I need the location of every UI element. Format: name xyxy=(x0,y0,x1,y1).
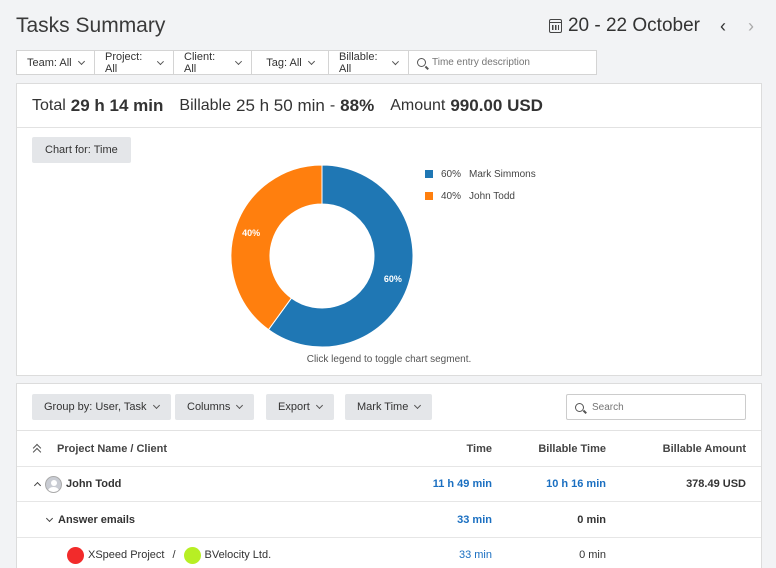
donut-slice-label: 60% xyxy=(384,274,402,284)
chevron-down-icon xyxy=(157,57,165,65)
billable-filter[interactable]: Billable: All xyxy=(329,51,409,75)
task-time[interactable]: 33 min xyxy=(457,513,492,526)
chart-legend: 60% Mark Simmons 40% John Todd xyxy=(425,163,536,207)
user-name: John Todd xyxy=(66,478,122,490)
group-by-button[interactable]: Group by: User, Task xyxy=(32,394,171,420)
project-time[interactable]: 33 min xyxy=(458,549,492,561)
legend-item-mark-simmons[interactable]: 60% Mark Simmons xyxy=(425,163,536,185)
project-client-cell: XSpeed Project / BVelocity Ltd. xyxy=(67,538,271,568)
description-search xyxy=(409,51,596,74)
user-billable-time[interactable]: 10 h 16 min xyxy=(546,478,606,490)
tasks-table-card: Group by: User, Task Columns Export Mark… xyxy=(16,383,762,568)
table-row: John Todd 11 h 49 min 10 h 16 min 378.49… xyxy=(17,467,761,502)
column-header-time[interactable]: Time xyxy=(466,443,492,455)
legend-label: Mark Simmons xyxy=(469,168,536,180)
chart-for-button[interactable]: Chart for: Time xyxy=(32,137,131,163)
user-time[interactable]: 11 h 49 min xyxy=(432,478,492,490)
chevron-up-icon xyxy=(33,481,42,490)
date-range-picker[interactable]: 20 - 22 October xyxy=(548,15,700,37)
donut-slice-label: 40% xyxy=(242,228,260,238)
table-toolbar: Group by: User, Task Columns Export Mark… xyxy=(17,384,761,431)
client-color-dot xyxy=(183,546,201,564)
chevron-down-icon xyxy=(77,57,85,65)
search-icon xyxy=(575,402,584,412)
chevron-down-icon xyxy=(45,514,54,522)
chart-hint: Click legend to toggle chart segment. xyxy=(306,354,472,365)
donut-chart: 60% 40% xyxy=(230,164,414,348)
client-filter[interactable]: Client: All xyxy=(174,51,252,75)
description-search-input[interactable] xyxy=(432,57,592,68)
project-filter[interactable]: Project: All xyxy=(95,51,174,75)
team-filter[interactable]: Team: All xyxy=(17,51,95,74)
date-range-label: 20 - 22 October xyxy=(567,15,700,36)
project-color-dot xyxy=(67,546,84,564)
billable-separator: - xyxy=(329,96,336,114)
column-header-billable-amount[interactable]: Billable Amount xyxy=(662,443,746,455)
project-name: XSpeed Project xyxy=(88,549,165,561)
filter-bar: Team: All Project: All Client: All Tag: … xyxy=(16,50,597,75)
collapse-user-button[interactable] xyxy=(33,467,42,501)
table-search xyxy=(566,394,746,420)
project-client-separator: / xyxy=(172,549,176,561)
calendar-icon xyxy=(548,19,562,33)
chevron-down-icon xyxy=(236,401,244,410)
chevron-down-icon xyxy=(414,401,422,410)
chevron-down-icon xyxy=(152,401,160,410)
billable-percent: 88% xyxy=(340,95,375,115)
legend-percent: 40% xyxy=(441,190,462,202)
collapse-all-button[interactable] xyxy=(33,432,41,466)
avatar xyxy=(45,475,62,493)
donut-slice-john-todd[interactable] xyxy=(230,164,323,331)
billable-value: 25 h 50 min xyxy=(236,95,325,115)
table-search-input[interactable] xyxy=(592,401,732,413)
column-header-billable-time[interactable]: Billable Time xyxy=(538,443,606,455)
billable-label: Billable xyxy=(179,96,231,114)
task-name: Answer emails xyxy=(58,513,136,526)
user-billable-amount: 378.49 USD xyxy=(686,478,746,490)
amount-label: Amount xyxy=(390,96,446,114)
page-header: Tasks Summary 20 - 22 October ‹ › xyxy=(16,14,760,42)
columns-button[interactable]: Columns xyxy=(175,394,255,420)
totals-bar: Total 29 h 14 min Billable 25 h 50 min -… xyxy=(17,84,761,128)
client-name: BVelocity Ltd. xyxy=(204,549,272,561)
project-billable-time: 0 min xyxy=(579,549,606,561)
legend-item-john-todd[interactable]: 40% John Todd xyxy=(425,185,536,207)
previous-period-button[interactable]: ‹ xyxy=(720,16,726,36)
total-label: Total xyxy=(32,96,66,114)
page-title: Tasks Summary xyxy=(16,14,166,37)
tag-filter[interactable]: Tag: All xyxy=(252,51,329,74)
chevron-down-icon xyxy=(307,57,315,65)
task-billable-time: 0 min xyxy=(577,513,606,526)
double-chevron-up-icon xyxy=(33,444,41,454)
next-period-button[interactable]: › xyxy=(748,16,754,36)
table-row: Answer emails 33 min 0 min xyxy=(17,502,761,538)
mark-time-button[interactable]: Mark Time xyxy=(345,394,433,420)
search-icon xyxy=(417,58,426,67)
legend-percent: 60% xyxy=(441,168,462,180)
table-row: XSpeed Project / BVelocity Ltd. 33 min 0… xyxy=(17,538,761,568)
collapse-task-button[interactable] xyxy=(45,502,54,537)
chevron-down-icon xyxy=(392,57,400,65)
legend-label: John Todd xyxy=(469,190,515,202)
total-value: 29 h 14 min xyxy=(70,95,164,115)
amount-value: 990.00 USD xyxy=(450,95,543,115)
summary-card: Total 29 h 14 min Billable 25 h 50 min -… xyxy=(16,83,762,376)
chevron-down-icon xyxy=(235,57,243,65)
export-button[interactable]: Export xyxy=(266,394,334,420)
legend-swatch xyxy=(425,170,433,178)
column-header-name[interactable]: Project Name / Client xyxy=(57,443,168,455)
donut-slice-mark-simmons[interactable] xyxy=(267,164,414,348)
table-header-row: Project Name / Client Time Billable Time… xyxy=(17,432,761,467)
chevron-down-icon xyxy=(315,401,323,410)
legend-swatch xyxy=(425,192,433,200)
